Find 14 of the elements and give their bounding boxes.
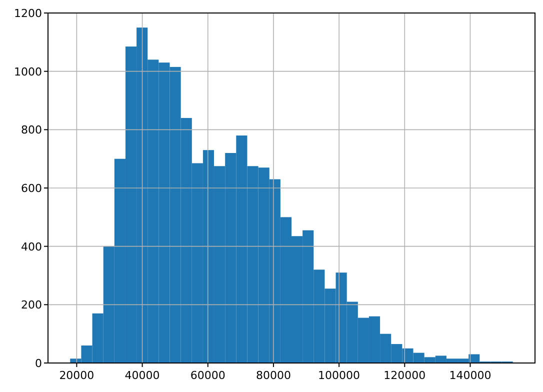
y-tick-label: 200: [21, 298, 42, 312]
x-tick-label: 20000: [59, 369, 94, 382]
y-tick-label: 1000: [14, 65, 42, 78]
y-tick-label: 1200: [14, 7, 42, 20]
x-tick-label: 80000: [256, 369, 291, 382]
x-tick-label: 40000: [124, 369, 160, 382]
x-tick-label: 120000: [384, 369, 426, 382]
x-tick-label: 140000: [449, 369, 492, 382]
x-tick-label: 100000: [318, 369, 360, 382]
y-tick-label: 800: [21, 124, 42, 137]
x-tick-label: 60000: [190, 369, 226, 382]
y-tick-label: 600: [21, 182, 42, 195]
y-tick-label: 0: [35, 357, 42, 370]
y-tick-label: 400: [21, 240, 42, 254]
